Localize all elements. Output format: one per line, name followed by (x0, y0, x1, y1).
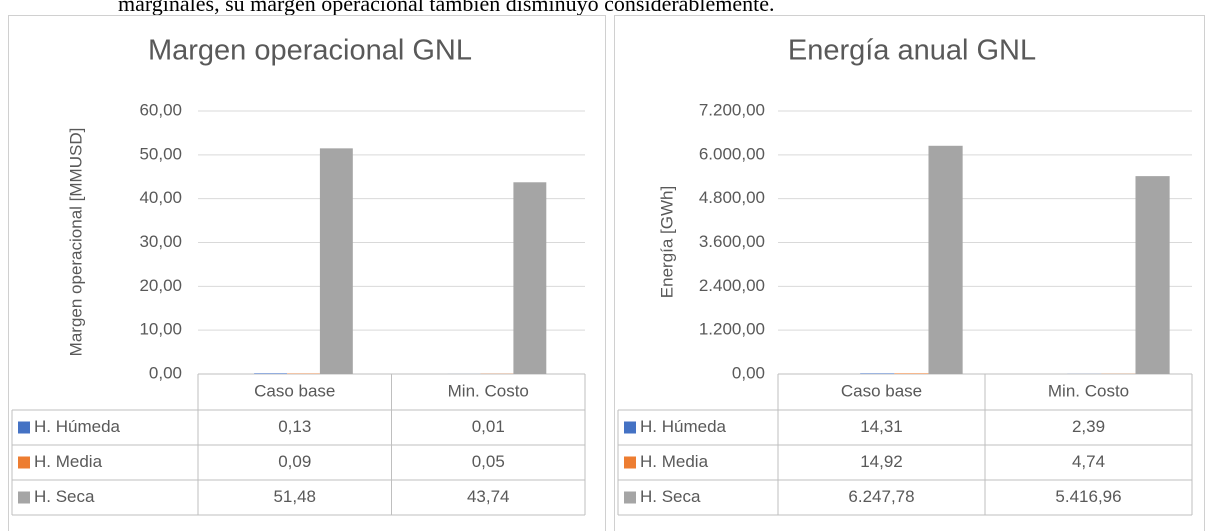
bar (860, 373, 895, 374)
bar (928, 145, 963, 374)
data-table-value: 2,39 (1072, 417, 1105, 436)
y-tick-label: 7.200,00 (699, 100, 765, 119)
legend-swatch (624, 456, 636, 469)
legend-swatch (624, 421, 636, 434)
x-tick-label: Min. Costo (1048, 381, 1129, 400)
data-table-value: 43,74 (467, 487, 510, 506)
data-table-value: 14,31 (860, 417, 903, 436)
x-tick-label: Caso base (841, 381, 922, 400)
y-tick-label: 20,00 (139, 276, 182, 295)
data-table-value: 14,92 (860, 452, 903, 471)
y-tick-label: 4.800,00 (699, 188, 765, 207)
data-table-value: 5.416,96 (1055, 487, 1121, 506)
data-table-value: 51,48 (273, 487, 316, 506)
x-tick-label: Min. Costo (448, 381, 529, 400)
legend-swatch (18, 421, 30, 434)
legend-swatch (624, 491, 636, 504)
y-tick-label: 10,00 (139, 320, 182, 339)
y-tick-label: 60,00 (139, 100, 182, 119)
y-tick-label: 6.000,00 (699, 144, 765, 163)
y-tick-label: 40,00 (139, 188, 182, 207)
data-table-value: 4,74 (1072, 452, 1105, 471)
data-table-value: 0,01 (472, 417, 505, 436)
x-tick-label: Caso base (254, 381, 335, 400)
bar (319, 148, 353, 374)
bar (894, 373, 929, 374)
data-table-value: 0,05 (472, 452, 505, 471)
y-axis-label: Energía [GWh] (657, 186, 676, 298)
bar (254, 373, 288, 374)
y-tick-label: 0,00 (149, 363, 182, 382)
y-tick-label: 50,00 (139, 144, 182, 163)
legend-label: H. Húmeda (34, 417, 121, 436)
legend-label: H. Húmeda (640, 417, 727, 436)
legend-swatch (18, 491, 30, 504)
y-tick-label: 0,00 (732, 363, 765, 382)
chart-title: Energía anual GNL (788, 35, 1036, 67)
data-table-value: 6.247,78 (848, 487, 914, 506)
data-table-value: 0,13 (278, 417, 311, 436)
bar (1135, 176, 1170, 374)
chart-title: Margen operacional GNL (148, 35, 472, 67)
header-text: marginales, su margen operacional tambié… (118, 0, 775, 16)
legend-swatch (18, 456, 30, 469)
y-tick-label: 2.400,00 (699, 276, 765, 295)
legend-label: H. Seca (640, 487, 701, 506)
y-tick-label: 30,00 (139, 232, 182, 251)
data-table-value: 0,09 (278, 452, 311, 471)
y-axis-label: Margen operacional [MMUSD] (66, 128, 85, 357)
legend-label: H. Media (34, 452, 103, 471)
y-tick-label: 1.200,00 (699, 320, 765, 339)
y-tick-label: 3.600,00 (699, 232, 765, 251)
legend-label: H. Seca (34, 487, 95, 506)
bar (513, 182, 547, 374)
legend-label: H. Media (640, 452, 709, 471)
chart-frame (8, 15, 606, 531)
chart-frame (614, 15, 1205, 531)
